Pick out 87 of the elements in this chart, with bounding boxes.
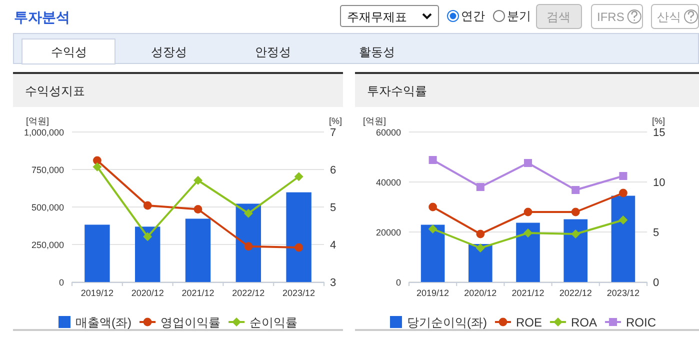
x-tick-label: 2022/12 (232, 288, 265, 298)
text: 분기 (507, 9, 531, 23)
text: 투자분석 (14, 9, 70, 25)
y-tick-label: 20000 (376, 228, 401, 238)
chart-title: 수익성지표 (25, 84, 85, 98)
chart-title: 투자수익률 (367, 84, 427, 98)
x-tick-label: 2023/12 (606, 288, 640, 298)
point (476, 244, 485, 252)
point (194, 176, 202, 185)
point (524, 208, 532, 216)
x-tick-label: 2020/12 (131, 288, 164, 298)
legend-label: ROE (516, 316, 542, 330)
point (143, 232, 152, 242)
point (244, 208, 253, 218)
point (619, 188, 628, 198)
bar (286, 192, 312, 282)
y-tick-label: 250,000 (31, 240, 64, 250)
y-axis-title: [억원] (363, 116, 386, 126)
text: 주재무제표 (347, 10, 407, 24)
x-tick-label: 2020/12 (464, 288, 497, 298)
bar (564, 219, 588, 282)
x-tick-label: 2023/12 (282, 288, 316, 298)
y2-tick-label: 10 (653, 177, 666, 189)
bar (135, 226, 160, 282)
y2-axis-title: [%] (329, 116, 342, 126)
y-tick-label: 0 (58, 278, 64, 288)
point (244, 242, 253, 251)
legend-label: ROA (571, 316, 598, 330)
bar (236, 204, 261, 282)
point (476, 183, 484, 191)
point (524, 159, 532, 167)
y-axis-title: [억원] (26, 116, 50, 126)
point (294, 172, 304, 182)
y-tick-label: 500,000 (31, 202, 64, 212)
point (572, 186, 580, 194)
y2-tick-label: 3 (330, 277, 336, 289)
x-tick-label: 2021/12 (512, 288, 544, 298)
x-tick-label: 2021/12 (182, 288, 214, 298)
y-tick-label: 0 (396, 278, 401, 288)
legend-label: 영업이익률 (160, 316, 220, 330)
x-tick-label: 2019/12 (416, 288, 450, 298)
x-tick-label: 2022/12 (559, 288, 592, 298)
text: 검색 (546, 10, 570, 24)
legend-label: 당기순이익(좌) (406, 316, 487, 330)
bar (468, 244, 492, 282)
text: 수익성 (51, 45, 87, 59)
text: 활동성 (359, 45, 395, 59)
y2-tick-label: 15 (653, 127, 666, 139)
bar (84, 224, 110, 282)
x-tick-label: 2019/12 (80, 288, 114, 298)
legend-label: 매출액(좌) (76, 316, 132, 330)
point (194, 205, 202, 214)
y2-tick-label: 5 (653, 227, 660, 239)
bar (420, 224, 445, 282)
y2-tick-label: 4 (330, 240, 336, 252)
y2-tick-label: 0 (653, 277, 660, 289)
point (93, 156, 102, 165)
point (619, 172, 628, 180)
bar (611, 196, 636, 282)
text: 산식 (657, 10, 681, 24)
point (428, 156, 437, 164)
point (428, 202, 437, 212)
point (476, 230, 485, 238)
y-tick-label: 750,000 (31, 165, 64, 175)
legend-label: ROIC (626, 316, 656, 330)
point (92, 162, 102, 172)
y-tick-label: 60000 (376, 128, 401, 138)
text: 안정성 (255, 45, 291, 59)
point (428, 224, 438, 234)
text: IFRS (597, 10, 624, 24)
y-tick-label: 40000 (376, 178, 401, 188)
y2-tick-label: 5 (330, 202, 336, 214)
y2-tick-label: 7 (330, 127, 336, 139)
text: 연간 (461, 9, 485, 23)
point (524, 228, 532, 238)
bar (516, 222, 540, 282)
legend-label: 순이익률 (250, 316, 298, 330)
point (618, 216, 628, 224)
text: 성장성 (151, 45, 187, 59)
point (294, 243, 303, 252)
point (143, 201, 152, 210)
y2-tick-label: 6 (330, 164, 336, 176)
point (571, 208, 580, 216)
y2-axis-title: [%] (652, 116, 666, 126)
point (571, 230, 580, 238)
bar (185, 218, 211, 282)
y-tick-label: 1,000,000 (24, 128, 64, 138)
